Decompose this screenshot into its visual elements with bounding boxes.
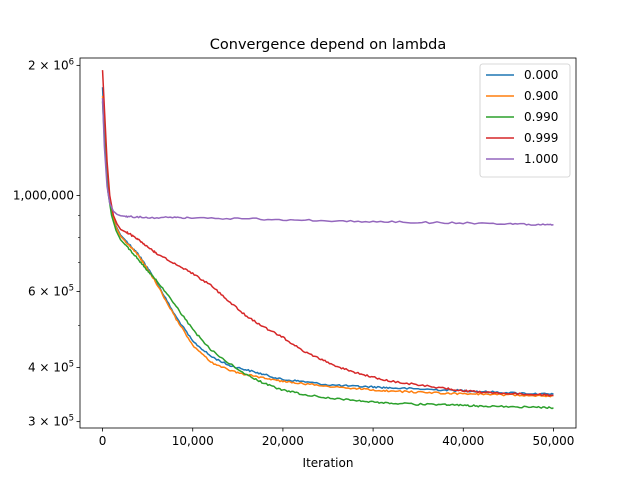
- legend-box: [479, 63, 571, 178]
- legend: 0.000 0.900 0.990 0.999 1.000: [479, 63, 571, 178]
- legend-label: 0.990: [524, 110, 558, 124]
- legend-label: 1.000: [524, 152, 558, 166]
- x-tick-label: 10,000: [172, 434, 214, 448]
- series-line-1.000: [101, 98, 554, 226]
- axes-border: [79, 57, 577, 429]
- x-axis-label: Iteration: [303, 456, 354, 470]
- legend-label: 0.000: [524, 68, 558, 82]
- x-tick-label: 20,000: [262, 434, 304, 448]
- legend-label: 0.900: [524, 89, 558, 103]
- series-line-0.990: [101, 101, 554, 410]
- y-tick-label: 4 × 105: [28, 360, 74, 375]
- x-tick-label: 0: [99, 434, 107, 448]
- x-tick-label: 30,000: [352, 434, 394, 448]
- x-tick-label: 40,000: [442, 434, 484, 448]
- y-tick-label: 3 × 105: [28, 414, 74, 429]
- axes-frame: [79, 57, 577, 429]
- y-tick-label: 6 × 105: [28, 283, 74, 298]
- plot-lines: [101, 70, 554, 410]
- legend-label: 0.999: [524, 131, 558, 145]
- y-axis-ticks: 3 × 105 4 × 105 6 × 105 1,000,000 2 × 106: [13, 57, 80, 429]
- y-tick-label: 1,000,000: [13, 189, 74, 203]
- series-line-0.999: [101, 70, 554, 397]
- chart-title: Convergence depend on lambda: [210, 37, 446, 53]
- y-tick-label: 2 × 106: [28, 57, 74, 72]
- x-tick-label: 50,000: [532, 434, 574, 448]
- x-axis-ticks: 0 10,000 20,000 30,000 40,000 50,000: [99, 428, 574, 448]
